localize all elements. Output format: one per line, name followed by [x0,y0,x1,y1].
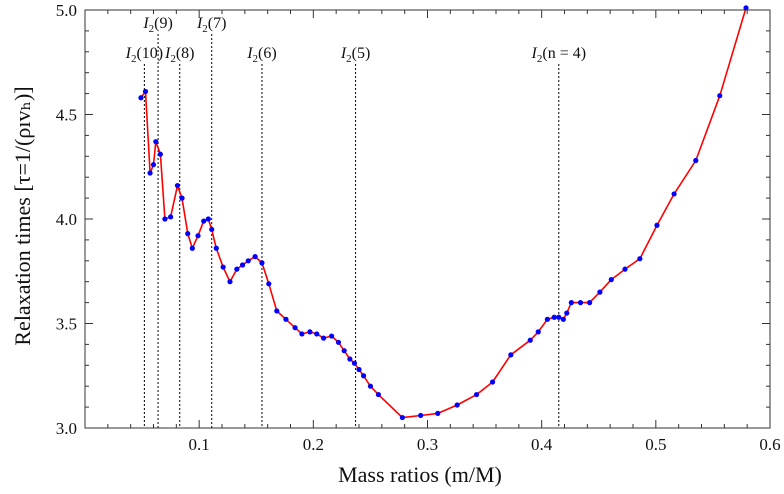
data-point [259,260,265,266]
data-point [654,222,660,228]
reference-line-label: I2(5) [340,45,370,65]
data-point [556,314,562,320]
y-axis-title: Relaxation times [τ=1/(ρıvₕ)] [10,86,35,345]
data-point [367,383,374,389]
data-point [341,348,347,354]
x-tick-label: 0.4 [531,435,553,454]
vertical-reference-lines: I2(10) I2(9) I2(8)I2(7) I2(6) I2(5) I2(n = 4) [125,15,586,428]
y-tick-label: 3.0 [56,419,77,438]
axes: 0.1 0.2 0.3 0.4 0.5 0.6 3.0 3.5 4.0 4.5 5.0 [56,1,781,454]
data-point [454,402,460,408]
data-point [138,95,144,101]
y-tick-label: 5.0 [56,1,77,20]
data-point [622,266,628,272]
data-series [138,5,749,421]
data-point [147,170,153,176]
data-point [693,157,699,164]
data-point [283,316,289,322]
data-point [329,333,335,339]
reference-line-label: I2(6) [246,45,276,65]
data-point [717,93,723,99]
data-point [153,139,159,145]
y-tick-label: 3.5 [56,315,77,334]
data-point [551,314,557,320]
data-point [314,331,320,337]
data-point [195,233,201,239]
x-tick-label: 0.3 [417,435,438,454]
data-point [227,279,233,285]
data-point [347,356,353,362]
data-point [157,151,163,157]
data-point [473,391,480,398]
data-point [597,289,603,295]
data-point [587,300,593,306]
data-point [527,337,533,343]
data-point [564,310,570,316]
data-point [360,373,367,379]
data-point [299,331,305,337]
reference-line-label: I2(7) [196,15,226,35]
x-axis-title: Mass ratios (m/M) [338,462,502,487]
data-point [245,258,251,264]
data-point [239,262,246,268]
reference-line-label: I2(8) [164,45,194,65]
data-point [179,195,185,201]
reference-line-label: I2(10) [125,45,163,65]
y-tick-label: 4.5 [56,106,77,125]
data-point [375,391,382,398]
x-tick-label: 0.2 [303,435,324,454]
data-point [142,88,149,95]
data-point [418,412,424,419]
x-tick-label: 0.6 [759,435,780,454]
series-line [140,7,747,419]
data-point [252,254,258,260]
data-point [189,245,195,251]
data-point [671,191,677,197]
reference-line-label: I2(9) [142,15,172,35]
data-point [560,316,566,322]
data-point [577,300,584,306]
x-tick-label: 0.1 [189,435,210,454]
x-tick-label: 0.5 [645,435,666,454]
data-point [209,226,215,233]
data-point [201,218,207,224]
data-point [234,266,240,272]
data-point [168,214,174,220]
data-point [321,335,327,341]
data-point [162,216,168,222]
data-point [356,366,362,373]
data-point [185,231,191,237]
data-point [608,277,614,283]
data-point [489,379,496,385]
data-point [174,182,181,189]
y-tick-label: 4.0 [56,210,77,229]
data-point [399,414,405,421]
data-point [508,352,514,358]
data-point [205,216,211,222]
data-point [544,316,550,322]
plot-frame [84,9,771,429]
data-point [743,5,749,11]
data-point [568,300,574,306]
data-point [637,256,643,262]
reference-line-label: I2(n = 4) [531,45,587,65]
data-point [335,339,342,345]
data-point [435,410,441,416]
data-point [535,329,541,335]
data-point [351,360,358,366]
data-point [220,264,226,270]
data-point [307,329,313,335]
data-point [274,308,280,314]
data-point [150,162,157,168]
data-point [266,281,272,287]
data-point [213,245,219,251]
data-point [292,325,298,331]
